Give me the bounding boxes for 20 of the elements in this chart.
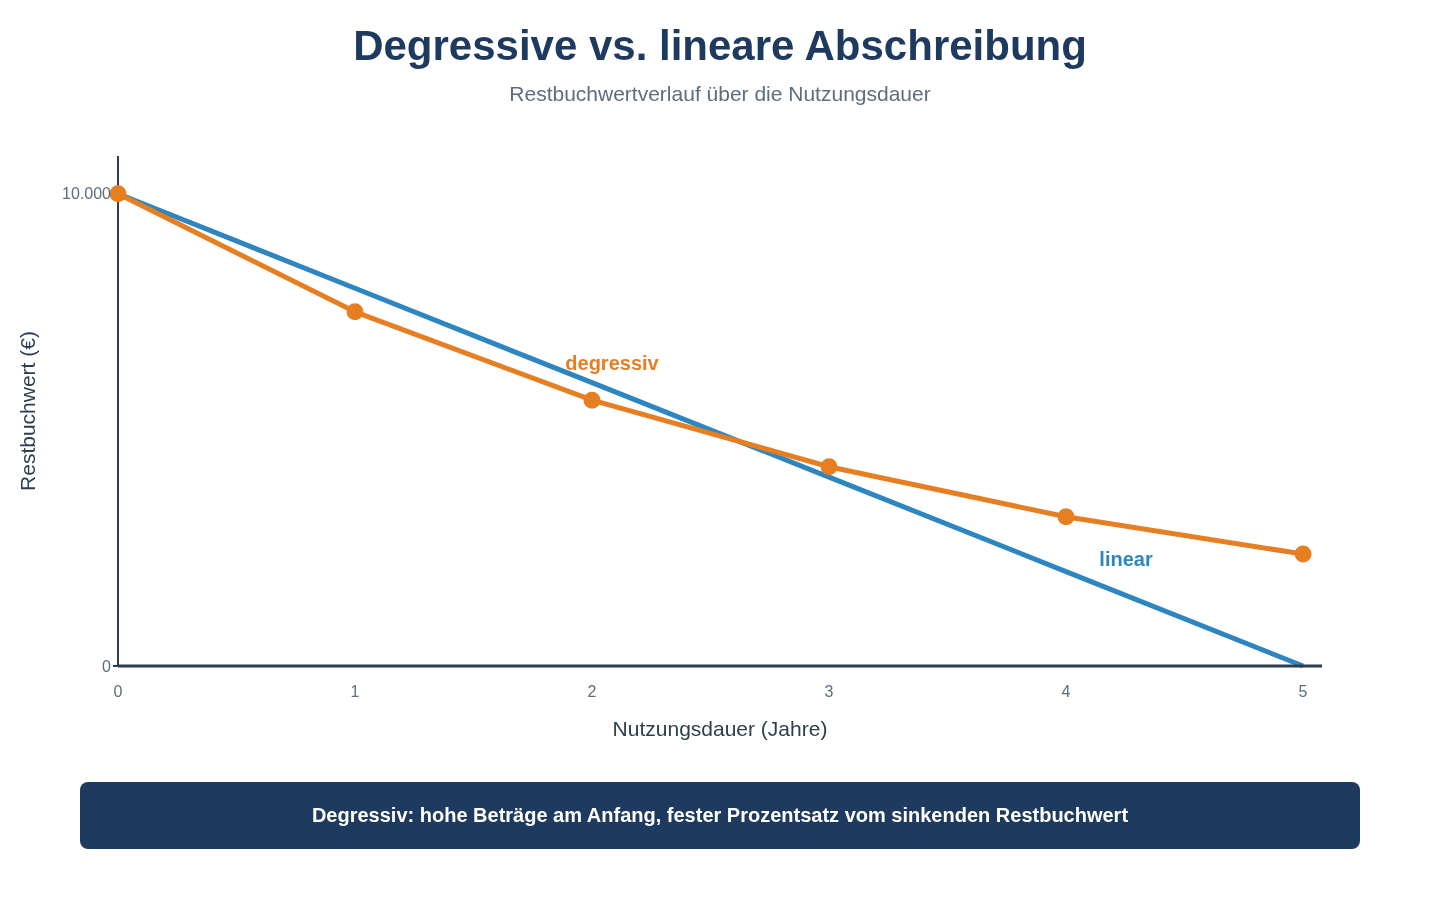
x-tick-label: 0 xyxy=(113,683,123,701)
point xyxy=(583,391,601,409)
chart-title: Degressive vs. lineare Abschreibung xyxy=(352,22,1088,70)
text: Degressiv: hohe Beträge am Anfang, fester Prozentsatz vom sinkenden Restbuchwert xyxy=(80,782,1360,849)
series-label: linear xyxy=(1099,547,1153,570)
x-tick-label: 4 xyxy=(1061,683,1071,701)
point xyxy=(109,185,127,203)
chart-subtitle: Restbuchwertverlauf über die Nutzungsdauer xyxy=(508,82,932,106)
y-tick-label: 10.000 xyxy=(62,185,112,203)
y-axis-title: Restbuchwert (€) xyxy=(16,331,40,491)
series-label: degressiv xyxy=(565,352,660,375)
x-tick-label: 3 xyxy=(824,683,834,701)
x-axis-title: Nutzungsdauer (Jahre) xyxy=(612,717,828,740)
point xyxy=(1294,545,1312,563)
x-tick-label: 1 xyxy=(350,683,360,701)
point xyxy=(1057,508,1075,526)
x-tick-label: 5 xyxy=(1298,683,1308,701)
x-tick-label: 2 xyxy=(587,683,597,701)
point xyxy=(820,458,838,476)
point xyxy=(346,303,364,321)
